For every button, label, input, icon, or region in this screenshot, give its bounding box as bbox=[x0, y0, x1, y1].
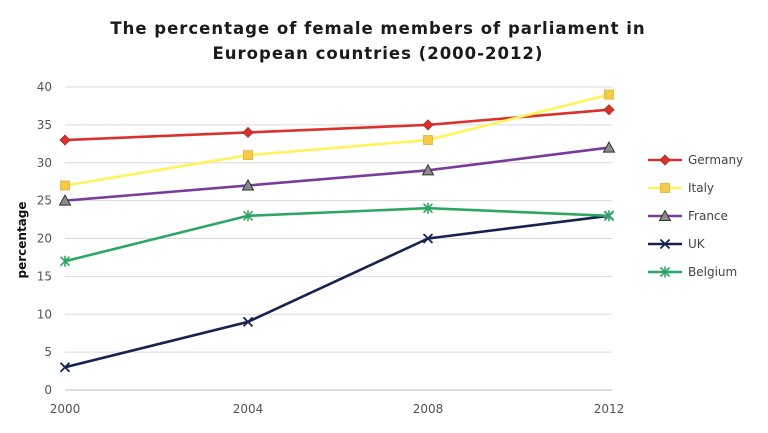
legend-item-belgium: Belgium bbox=[648, 265, 737, 279]
y-tick-label: 35 bbox=[37, 118, 52, 132]
data-point-marker bbox=[422, 202, 434, 214]
y-tick-label: 15 bbox=[37, 269, 52, 283]
data-point-marker bbox=[241, 178, 255, 191]
data-point-marker bbox=[59, 255, 71, 267]
data-point-marker bbox=[603, 104, 615, 116]
x-axis-ticks: 2000 2004 2008 2012 bbox=[50, 402, 625, 416]
data-point-marker bbox=[659, 238, 671, 250]
y-axis-ticks: 0 5 10 15 20 25 30 35 40 bbox=[37, 80, 52, 397]
series-line bbox=[64, 214, 610, 369]
chart-title-line-2: European countries (2000-2012) bbox=[213, 44, 544, 63]
legend-label: Germany bbox=[688, 153, 743, 167]
gridlines bbox=[65, 86, 612, 391]
data-point-marker bbox=[659, 154, 671, 166]
data-point-marker bbox=[658, 209, 672, 221]
legend-item-italy: Italy bbox=[648, 181, 714, 195]
series-france bbox=[58, 141, 616, 206]
data-point-marker bbox=[603, 210, 615, 222]
data-point-marker bbox=[60, 180, 70, 191]
series-uk bbox=[59, 210, 615, 373]
data-point-marker bbox=[660, 183, 670, 193]
y-tick-label: 5 bbox=[44, 345, 52, 359]
data-point-marker bbox=[422, 233, 434, 244]
legend-item-france: France bbox=[648, 209, 728, 223]
series-line bbox=[64, 93, 610, 187]
data-point-marker bbox=[59, 134, 71, 146]
data-point-marker bbox=[604, 89, 614, 100]
x-tick-label: 2004 bbox=[233, 402, 264, 416]
series-line bbox=[64, 146, 610, 202]
y-tick-label: 30 bbox=[37, 156, 52, 170]
legend-label: France bbox=[688, 209, 728, 223]
legend: Germany Italy France UK Belgium bbox=[648, 153, 743, 279]
data-point-marker bbox=[58, 194, 72, 206]
data-point-marker bbox=[421, 163, 435, 176]
legend-label: Belgium bbox=[688, 265, 737, 279]
legend-label: Italy bbox=[688, 181, 714, 195]
x-tick-label: 2012 bbox=[594, 402, 625, 416]
series-italy bbox=[60, 89, 614, 191]
series-belgium bbox=[59, 202, 615, 267]
series-line bbox=[64, 206, 610, 263]
data-point-marker bbox=[243, 150, 253, 161]
chart-title-line-1: The percentage of female members of parl… bbox=[110, 19, 645, 38]
y-axis-label: percentage bbox=[15, 201, 29, 278]
data-point-marker bbox=[659, 266, 671, 278]
x-tick-label: 2008 bbox=[413, 402, 444, 416]
data-point-marker bbox=[242, 210, 254, 222]
y-tick-label: 40 bbox=[37, 80, 52, 94]
data-point-marker bbox=[242, 316, 254, 327]
data-point-marker bbox=[602, 141, 616, 153]
data-point-marker bbox=[242, 126, 254, 139]
legend-item-uk: UK bbox=[648, 237, 706, 251]
data-point-marker bbox=[422, 119, 434, 131]
legend-label: UK bbox=[688, 237, 706, 251]
series-lines bbox=[58, 89, 616, 373]
x-tick-label: 2000 bbox=[50, 402, 81, 416]
y-tick-label: 10 bbox=[37, 307, 52, 321]
y-tick-label: 25 bbox=[37, 194, 52, 208]
data-point-marker bbox=[423, 135, 433, 145]
y-tick-label: 20 bbox=[37, 232, 52, 246]
y-tick-label: 0 bbox=[44, 383, 52, 397]
data-point-marker bbox=[59, 362, 71, 373]
legend-item-germany: Germany bbox=[648, 153, 743, 167]
